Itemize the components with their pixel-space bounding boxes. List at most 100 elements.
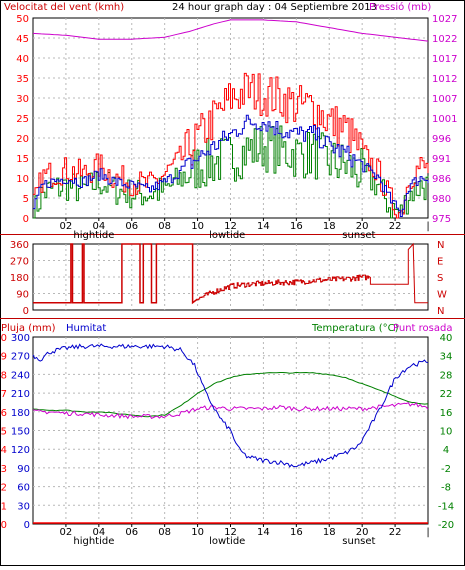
direction-ytick-90: 90	[16, 290, 29, 301]
dewpoint-label: Punt rosada	[393, 323, 452, 334]
rain-ytick-5: 5	[1, 427, 7, 438]
climate-xtick-label-06: 06	[125, 527, 138, 538]
pressure-ytick-1027: 1027	[432, 14, 457, 25]
rain-ytick-1: 1	[1, 501, 7, 512]
rain-ytick-0: 0	[1, 520, 7, 531]
dewpoint-series	[32, 402, 429, 420]
climate-xtick-label-02: 02	[60, 527, 73, 538]
wind-xtick-label-18: 18	[323, 221, 336, 232]
direction-compass-1: E	[437, 257, 443, 268]
wind-xtick-label-22: 22	[389, 221, 402, 232]
rain-ytick-2: 2	[1, 483, 7, 494]
chart-title: 24 hour graph day : 04 Septiembre 2013	[172, 2, 377, 13]
pressure-ytick-1017: 1017	[432, 54, 457, 65]
wind-xtick-label-10: 10	[191, 221, 204, 232]
direction-series-late	[197, 242, 428, 304]
temperature-ytick--8: -8	[441, 483, 451, 494]
humidity-ytick-270: 270	[11, 352, 30, 363]
wind-ytick-40: 40	[16, 54, 29, 65]
pressure-ytick-1007: 1007	[432, 94, 457, 105]
wind-event-hightide: hightide	[73, 230, 114, 241]
wind-ytick-20: 20	[16, 134, 29, 145]
humidity-ytick-30: 30	[17, 501, 30, 512]
wind-event-sunset: sunset	[342, 230, 375, 241]
rain-ytick-7: 7	[1, 389, 7, 400]
humidity-ytick-0: 0	[24, 520, 30, 531]
temperature-series	[33, 371, 429, 418]
climate-xtick-label-12: 12	[224, 527, 237, 538]
climate-xtick-label-16: 16	[290, 527, 303, 538]
temperature-ytick-4: 4	[443, 445, 449, 456]
temperature-ytick--14: -14	[438, 501, 454, 512]
wind-ytick-25: 25	[16, 114, 29, 125]
wind-xtick-label-20: 20	[356, 221, 369, 232]
rain-ytick-3: 3	[1, 464, 7, 475]
climate-event-lowtide: lowtide	[209, 536, 245, 547]
temperature-ytick-22: 22	[440, 389, 453, 400]
wind-ytick-0: 0	[23, 214, 29, 225]
direction-compass-2: S	[437, 273, 443, 284]
wind-xtick-label-16: 16	[290, 221, 303, 232]
wind-speed-series	[33, 72, 429, 219]
direction-ytick-360: 360	[10, 240, 29, 251]
humidity-ytick-240: 240	[11, 370, 30, 381]
humidity-ytick-60: 60	[17, 483, 30, 494]
pressure-ytick-1001: 1001	[432, 114, 457, 125]
wind-event-lowtide: lowtide	[209, 230, 245, 241]
pressure-ytick-1012: 1012	[432, 74, 457, 85]
wind-xtick-end: |	[426, 221, 429, 232]
direction-compass-0: N	[437, 240, 444, 251]
direction-ytick-0: 0	[23, 306, 29, 317]
rain-ytick-9: 9	[1, 352, 7, 363]
temperature-ytick-10: 10	[440, 427, 453, 438]
temperature-ytick--20: -20	[438, 520, 454, 531]
wind-average-series	[33, 114, 429, 217]
climate-xtick-label-14: 14	[257, 527, 270, 538]
direction-ytick-180: 180	[10, 273, 29, 284]
pressure-series	[32, 19, 429, 42]
temperature-ytick--2: -2	[441, 464, 451, 475]
temperature-ytick-28: 28	[440, 370, 453, 381]
temperature-ytick-16: 16	[440, 408, 453, 419]
humidity-ytick-300: 300	[11, 333, 30, 344]
wind-xtick-label-02: 02	[60, 221, 73, 232]
rain-ytick-4: 4	[1, 445, 7, 456]
wind-ytick-50: 50	[16, 14, 29, 25]
wind-ytick-30: 30	[16, 94, 29, 105]
direction-compass-4: N	[437, 306, 444, 317]
rain-ytick-6: 6	[1, 408, 7, 419]
direction-compass-3: W	[437, 290, 447, 301]
climate-panel: Pluja (mm) Humitat Temperatura (°C) Punt…	[0, 323, 454, 547]
climate-xtick-label-04: 04	[92, 527, 105, 538]
rain-ytick-8: 8	[1, 370, 7, 381]
humidity-ytick-150: 150	[11, 427, 30, 438]
rain-ytick-10: 10	[0, 333, 7, 344]
humidity-label: Humitat	[66, 323, 106, 334]
humidity-ytick-210: 210	[11, 389, 30, 400]
temperature-ytick-40: 40	[440, 333, 453, 344]
climate-event-hightide: hightide	[73, 536, 114, 547]
wind-ytick-15: 15	[16, 154, 29, 165]
wind-ytick-35: 35	[16, 74, 29, 85]
pressure-ytick-986: 986	[432, 174, 451, 185]
climate-xtick-label-08: 08	[158, 527, 171, 538]
wind-gust-series	[33, 125, 429, 219]
climate-xtick-end: |	[426, 527, 429, 538]
wind-xtick-label-06: 06	[125, 221, 138, 232]
wind-xtick-label-14: 14	[257, 221, 270, 232]
temperature-label: Temperatura (°C)	[311, 323, 399, 334]
wind-ytick-10: 10	[16, 174, 29, 185]
humidity-ytick-90: 90	[17, 464, 30, 475]
wind-speed-label: Velocitat del vent (kmh)	[4, 2, 124, 13]
humidity-ytick-120: 120	[11, 445, 30, 456]
wind-pressure-panel: 0 5 10 15 20 25 30 35 40 45 50 975 980 986 991 996 1001 1…	[16, 14, 457, 241]
wind-xtick-label-04: 04	[92, 221, 105, 232]
pressure-ytick-980: 980	[432, 194, 451, 205]
climate-xtick-label-22: 22	[389, 527, 402, 538]
direction-ytick-270: 270	[10, 257, 29, 268]
humidity-ytick-180: 180	[11, 408, 30, 419]
pressure-ytick-996: 996	[432, 134, 451, 145]
